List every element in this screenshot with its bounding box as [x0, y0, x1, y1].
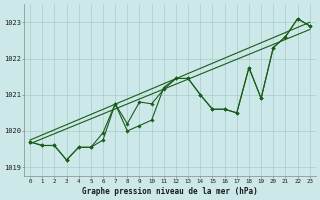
X-axis label: Graphe pression niveau de la mer (hPa): Graphe pression niveau de la mer (hPa) — [82, 187, 258, 196]
